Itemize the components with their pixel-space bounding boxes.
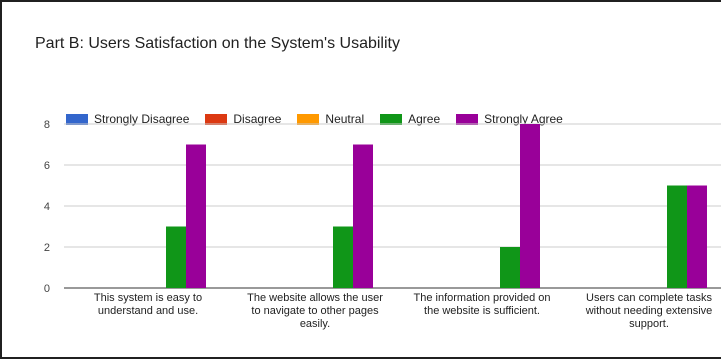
bar-agree: [166, 226, 186, 288]
legend-swatch: [297, 113, 320, 125]
legend-swatch: [456, 113, 479, 125]
legend-swatch: [380, 113, 403, 125]
legend-item: Strongly Disagree: [66, 112, 189, 126]
legend-label: Disagree: [233, 112, 282, 126]
bar-strongly-agree: [520, 124, 540, 288]
legend-label: Neutral: [325, 112, 365, 126]
bar-strongly-agree: [687, 185, 707, 288]
y-tick-label: 4: [44, 201, 50, 213]
x-category-label: support.: [629, 318, 669, 330]
x-category-label: This system is easy to: [94, 292, 202, 304]
x-category-label: without needing extensive: [585, 305, 713, 317]
bar-agree: [333, 226, 353, 288]
bar-agree: [667, 185, 687, 288]
legend-swatch: [205, 113, 228, 125]
chart-legend: Strongly Disagree Disagree Neutral Agree Str…: [66, 110, 579, 128]
x-category-label: understand and use.: [98, 305, 198, 317]
x-category-label: the website is sufficient.: [424, 305, 540, 317]
bar-strongly-agree: [353, 144, 373, 288]
y-tick-label: 0: [44, 283, 50, 295]
x-category-label: to navigate to other pages: [251, 305, 379, 317]
legend-label: Agree: [408, 112, 441, 126]
x-category-label: The website allows the user: [247, 292, 383, 304]
y-tick-label: 6: [44, 160, 50, 172]
y-tick-label: 2: [44, 242, 50, 254]
legend-item: Neutral: [297, 112, 364, 126]
y-tick-label: 8: [44, 119, 50, 131]
legend-item: Agree: [380, 112, 440, 126]
legend-label: Strongly Disagree: [94, 112, 190, 126]
bar-strongly-agree: [186, 144, 206, 288]
legend-item: Disagree: [205, 112, 281, 126]
chart-title: Part B: Users Satisfaction on the System…: [35, 35, 400, 52]
x-category-label: Users can complete tasks: [586, 292, 712, 304]
bar-agree: [500, 247, 520, 288]
x-category-label: easily.: [300, 318, 330, 330]
legend-item: Strongly Agree: [456, 112, 563, 126]
legend-swatch: [66, 113, 88, 125]
x-category-label: The information provided on: [414, 292, 551, 304]
legend-label: Strongly Agree: [484, 112, 563, 126]
